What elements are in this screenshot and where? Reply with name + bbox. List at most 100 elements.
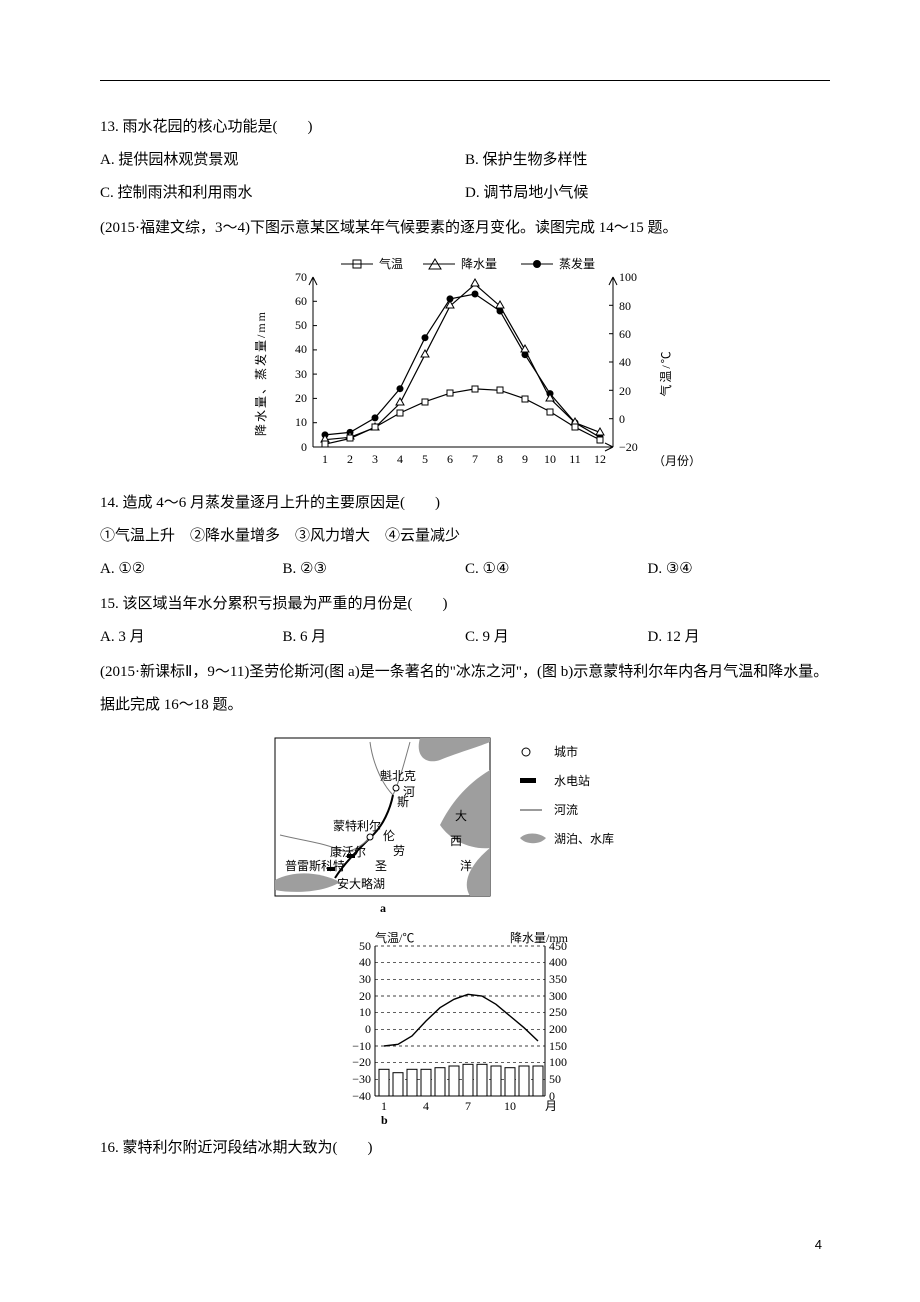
- svg-text:蒙特利尔: 蒙特利尔: [333, 818, 381, 833]
- svg-text:100: 100: [549, 1055, 567, 1069]
- svg-text:20: 20: [619, 384, 631, 398]
- climate-chart-b: 气温/℃ 降水量/mm 504030 20100 −10−20−30 −40 4…: [100, 928, 830, 1128]
- svg-text:60: 60: [295, 294, 307, 308]
- svg-text:城市: 城市: [554, 744, 578, 759]
- y-right-label: 气温/℃: [658, 349, 673, 396]
- svg-text:100: 100: [619, 270, 637, 284]
- map-caption-a: a: [380, 901, 386, 915]
- q13-option-c: C. 控制雨洪和利用雨水: [100, 177, 465, 210]
- svg-text:6: 6: [447, 452, 453, 466]
- svg-text:50: 50: [549, 1072, 561, 1086]
- svg-text:−20: −20: [352, 1055, 371, 1069]
- svg-text:康沃尔: 康沃尔: [330, 844, 366, 859]
- chart-b-left-title: 气温/℃: [375, 930, 414, 945]
- question-14: 14. 造成 4～6 月蒸发量逐月上升的主要原因是( ) ①气温上升 ②降水量增…: [100, 487, 830, 586]
- chart-b-caption: b: [381, 1113, 388, 1127]
- svg-text:400: 400: [549, 955, 567, 969]
- svg-text:10: 10: [544, 452, 556, 466]
- svg-text:12: 12: [594, 452, 606, 466]
- svg-text:−30: −30: [352, 1072, 371, 1086]
- svg-text:11: 11: [569, 452, 581, 466]
- svg-text:300: 300: [549, 989, 567, 1003]
- svg-text:湖泊、水库: 湖泊、水库: [554, 831, 614, 846]
- svg-text:40: 40: [359, 955, 371, 969]
- svg-text:10: 10: [359, 1005, 371, 1019]
- horizontal-rule: [100, 80, 830, 81]
- q13-option-d: D. 调节局地小气候: [465, 177, 830, 210]
- svg-text:30: 30: [295, 367, 307, 381]
- svg-text:7: 7: [465, 1099, 471, 1113]
- q14-option-b: B. ②③: [283, 553, 466, 586]
- q15-option-d: D. 12 月: [648, 621, 831, 654]
- q14-option-c: C. ①④: [465, 553, 648, 586]
- svg-text:60: 60: [619, 327, 631, 341]
- svg-text:劳: 劳: [393, 844, 405, 858]
- svg-text:西: 西: [450, 834, 462, 848]
- svg-text:450: 450: [549, 939, 567, 953]
- svg-text:−10: −10: [352, 1039, 371, 1053]
- legend-temp: 气温: [379, 256, 403, 271]
- x-label: （月份）: [653, 454, 695, 468]
- map-figure-a: 魁北克 斯 河 蒙特利尔 伦 劳 康沃尔 普雷斯科特 圣 安大略湖 大 西 洋 …: [100, 730, 830, 920]
- svg-text:3: 3: [372, 452, 378, 466]
- legend-evap: 蒸发量: [559, 256, 595, 271]
- svg-text:1: 1: [381, 1099, 387, 1113]
- svg-text:0: 0: [619, 412, 625, 426]
- page-number: 4: [815, 1231, 822, 1260]
- y-left-label: 降水量、蒸发量/mm: [253, 310, 268, 436]
- svg-text:0: 0: [301, 440, 307, 454]
- intro-14-15: (2015·福建文综，3～4)下图示意某区域某年气候要素的逐月变化。读图完成 1…: [100, 212, 830, 245]
- svg-text:−20: −20: [619, 440, 638, 454]
- svg-text:伦: 伦: [383, 828, 395, 843]
- climate-chart-1: 气温 降水量 蒸发量 0 10 20 30 40 50 60 70: [100, 253, 830, 483]
- question-15: 15. 该区域当年水分累积亏损最为严重的月份是( ) A. 3 月 B. 6 月…: [100, 588, 830, 654]
- svg-text:10: 10: [295, 415, 307, 429]
- q15-stem: 15. 该区域当年水分累积亏损最为严重的月份是( ): [100, 588, 830, 621]
- q15-option-b: B. 6 月: [283, 621, 466, 654]
- q13-option-a: A. 提供园林观赏景观: [100, 144, 465, 177]
- q15-option-c: C. 9 月: [465, 621, 648, 654]
- svg-text:350: 350: [549, 972, 567, 986]
- svg-text:8: 8: [497, 452, 503, 466]
- svg-text:40: 40: [295, 342, 307, 356]
- q14-line2: ①气温上升 ②降水量增多 ③风力增大 ④云量减少: [100, 520, 830, 553]
- svg-text:7: 7: [472, 452, 478, 466]
- question-16: 16. 蒙特利尔附近河段结冰期大致为( ): [100, 1132, 830, 1165]
- intro-16-18: (2015·新课标Ⅱ，9～11)圣劳伦斯河(图 a)是一条著名的"冰冻之河"，(…: [100, 656, 830, 722]
- svg-text:安大略湖: 安大略湖: [337, 876, 385, 891]
- svg-text:圣: 圣: [375, 859, 387, 873]
- svg-text:洋: 洋: [460, 858, 472, 873]
- svg-text:20: 20: [359, 989, 371, 1003]
- svg-text:大: 大: [455, 809, 467, 823]
- question-13: 13. 雨水花园的核心功能是( ) A. 提供园林观赏景观 B. 保护生物多样性…: [100, 111, 830, 210]
- svg-text:魁北克: 魁北克: [380, 768, 416, 783]
- svg-text:月: 月: [545, 1099, 557, 1113]
- svg-text:20: 20: [295, 391, 307, 405]
- svg-text:200: 200: [549, 1022, 567, 1036]
- svg-text:−40: −40: [352, 1089, 371, 1103]
- q13-stem: 13. 雨水花园的核心功能是( ): [100, 111, 830, 144]
- svg-text:5: 5: [422, 452, 428, 466]
- svg-text:80: 80: [619, 299, 631, 313]
- svg-text:4: 4: [397, 452, 403, 466]
- svg-text:0: 0: [365, 1022, 371, 1036]
- q14-option-d: D. ③④: [648, 553, 831, 586]
- svg-text:40: 40: [619, 355, 631, 369]
- svg-text:水电站: 水电站: [554, 774, 590, 788]
- svg-text:50: 50: [295, 318, 307, 332]
- svg-text:普雷斯科特: 普雷斯科特: [285, 858, 345, 873]
- svg-text:河: 河: [403, 785, 415, 799]
- q13-option-b: B. 保护生物多样性: [465, 144, 830, 177]
- legend-precip: 降水量: [461, 257, 497, 271]
- svg-text:9: 9: [522, 452, 528, 466]
- svg-text:10: 10: [504, 1099, 516, 1113]
- svg-text:50: 50: [359, 939, 371, 953]
- svg-text:1: 1: [322, 452, 328, 466]
- svg-text:70: 70: [295, 270, 307, 284]
- q14-option-a: A. ①②: [100, 553, 283, 586]
- svg-text:250: 250: [549, 1005, 567, 1019]
- svg-text:30: 30: [359, 972, 371, 986]
- q14-stem: 14. 造成 4～6 月蒸发量逐月上升的主要原因是( ): [100, 487, 830, 520]
- svg-text:150: 150: [549, 1039, 567, 1053]
- q15-option-a: A. 3 月: [100, 621, 283, 654]
